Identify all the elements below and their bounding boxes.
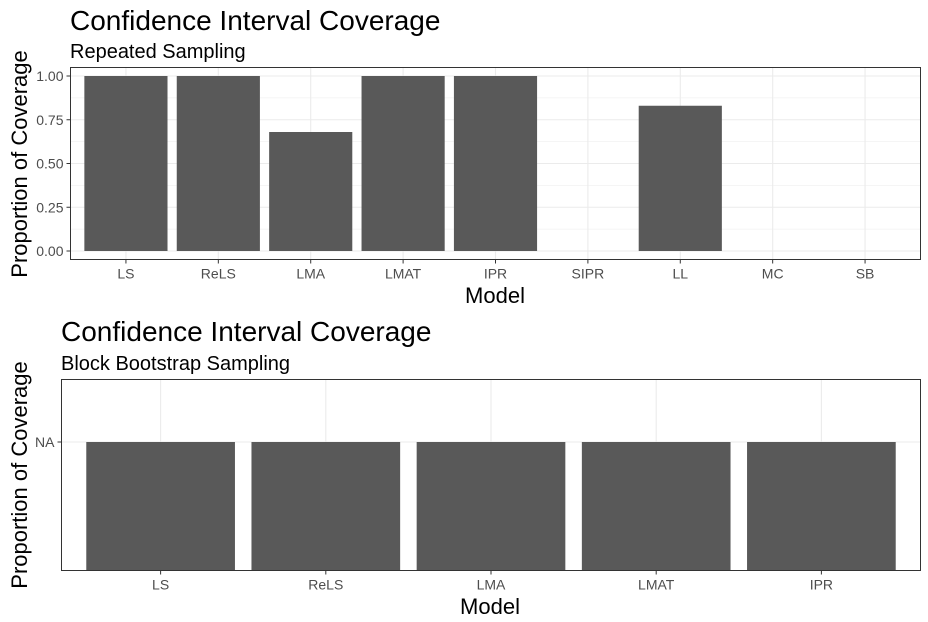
y-tick-label: 0.00 xyxy=(36,243,63,259)
y-axis: 0.00 0.25 0.50 0.75 1.00 xyxy=(36,68,71,259)
x-axis: LS ReLS LMA LMAT IPR xyxy=(152,570,833,593)
bar-ll xyxy=(638,105,722,251)
y-tick-label: 0.75 xyxy=(36,112,63,128)
x-tick-label: LMAT xyxy=(638,577,675,593)
x-tick-label: LMA xyxy=(296,266,325,282)
bar-ipr xyxy=(747,442,896,570)
bar-lma xyxy=(269,132,353,251)
x-tick-label: LMA xyxy=(477,577,506,593)
x-axis: LS ReLS LMA LMAT IPR SIPR LL MC SB xyxy=(117,259,875,282)
x-tick-label: LMAT xyxy=(385,266,422,282)
bar-ls xyxy=(86,442,235,570)
chart-title: Confidence Interval Coverage xyxy=(70,5,440,36)
y-axis-title: Proportion of Coverage xyxy=(7,50,32,277)
bars xyxy=(86,442,896,570)
chart-repeated-sampling: Confidence Interval Coverage Repeated Sa… xyxy=(7,5,921,308)
x-tick-label: SB xyxy=(856,266,875,282)
x-axis-title: Model xyxy=(465,283,525,308)
x-tick-label: IPR xyxy=(810,577,833,593)
chart-subtitle: Repeated Sampling xyxy=(70,41,246,63)
bar-rels xyxy=(251,442,401,570)
x-tick-label: IPR xyxy=(484,266,507,282)
x-tick-label: LS xyxy=(117,266,134,282)
y-tick-label: 0.25 xyxy=(36,199,63,215)
y-tick-label: 1.00 xyxy=(36,68,63,84)
x-tick-label: ReLS xyxy=(308,577,343,593)
chart-block-bootstrap: Confidence Interval Coverage Block Boots… xyxy=(7,316,921,619)
y-tick-label: 0.50 xyxy=(36,156,63,172)
x-tick-label: ReLS xyxy=(201,266,236,282)
chart-title: Confidence Interval Coverage xyxy=(61,316,431,347)
bar-rels xyxy=(176,76,260,251)
chart-subtitle: Block Bootstrap Sampling xyxy=(61,353,290,375)
y-axis: NA xyxy=(35,434,62,450)
y-axis-title: Proportion of Coverage xyxy=(7,361,32,588)
bar-lmat xyxy=(581,442,731,570)
x-axis-title: Model xyxy=(460,594,520,619)
x-tick-label: LS xyxy=(152,577,169,593)
bar-lmat xyxy=(361,76,445,251)
x-tick-label: LL xyxy=(672,266,688,282)
bar-ls xyxy=(84,76,168,251)
x-tick-label: SIPR xyxy=(572,266,605,282)
x-tick-label: MC xyxy=(762,266,784,282)
bar-lma xyxy=(416,442,566,570)
bar-ipr xyxy=(453,76,538,251)
bars xyxy=(84,76,722,251)
y-tick-label: NA xyxy=(35,434,55,450)
